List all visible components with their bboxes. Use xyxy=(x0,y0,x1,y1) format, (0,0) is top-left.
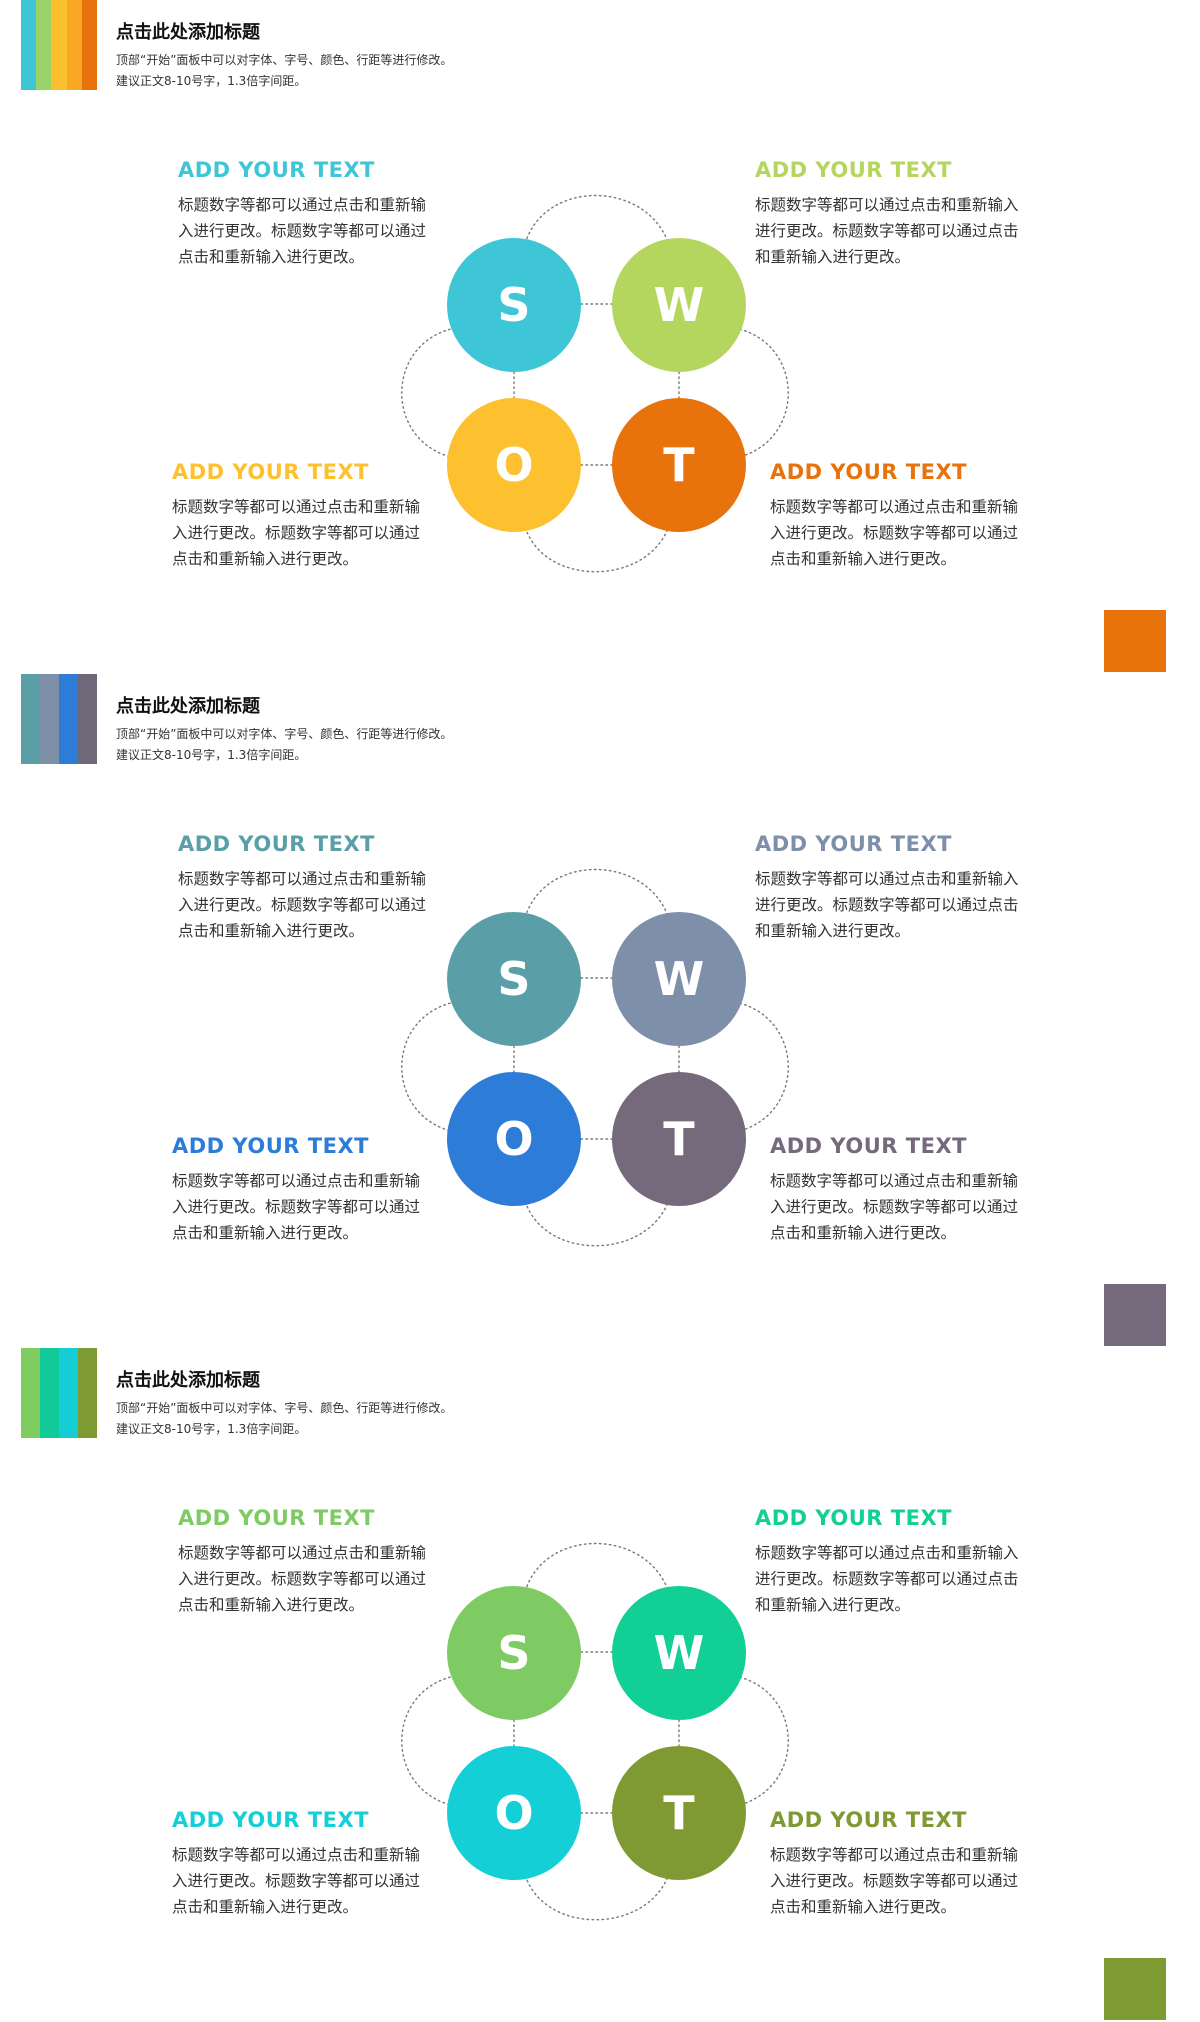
petal-left xyxy=(401,1001,456,1133)
body-t[interactable]: 标题数字等都可以通过点击和重新输入进行更改。标题数字等都可以通过点击和重新输入进… xyxy=(770,1846,1019,1916)
dotted-petals xyxy=(401,1542,789,1921)
petal-bottom xyxy=(523,522,671,573)
corner-square xyxy=(1104,1284,1166,1346)
petal-top xyxy=(523,1542,671,1597)
petal-top xyxy=(523,194,671,249)
text-block-o: ADD YOUR TEXT 标题数字等都可以通过点击和重新输入进行更改。标题数字… xyxy=(172,1134,452,1246)
color-bar-2 xyxy=(36,0,52,90)
body-o[interactable]: 标题数字等都可以通过点击和重新输入进行更改。标题数字等都可以通过点击和重新输入进… xyxy=(172,1846,421,1916)
corner-square xyxy=(1104,1958,1166,2020)
heading-w[interactable]: ADD YOUR TEXT xyxy=(755,1506,952,1530)
heading-o[interactable]: ADD YOUR TEXT xyxy=(172,1808,369,1832)
circle-s[interactable]: S xyxy=(447,912,581,1046)
swot-diagram: S W O T xyxy=(390,178,800,588)
body-w[interactable]: 标题数字等都可以通过点击和重新输入进行更改。标题数字等都可以通过点击和重新输入进… xyxy=(755,870,1019,940)
text-block-o: ADD YOUR TEXT 标题数字等都可以通过点击和重新输入进行更改。标题数字… xyxy=(172,1808,452,1920)
slide-subtitle[interactable]: 顶部“开始”面板中可以对字体、字号、颜色、行距等进行修改。建议正文8-10号字，… xyxy=(116,727,453,762)
circle-w[interactable]: W xyxy=(612,912,746,1046)
text-block-s: ADD YOUR TEXT 标题数字等都可以通过点击和重新输入进行更改。标题数字… xyxy=(178,1506,458,1618)
body-s[interactable]: 标题数字等都可以通过点击和重新输入进行更改。标题数字等都可以通过点击和重新输入进… xyxy=(178,870,427,940)
color-bar-1 xyxy=(21,674,40,764)
circle-t[interactable]: T xyxy=(612,398,746,532)
color-bar-2 xyxy=(40,674,59,764)
heading-s[interactable]: ADD YOUR TEXT xyxy=(178,158,375,182)
circle-o[interactable]: O xyxy=(447,1746,581,1880)
circle-o[interactable]: O xyxy=(447,398,581,532)
color-bar-4 xyxy=(66,0,82,90)
circle-s[interactable]: S xyxy=(447,1586,581,1720)
petal-right xyxy=(734,1675,789,1807)
circle-t[interactable]: T xyxy=(612,1746,746,1880)
petal-bottom xyxy=(523,1870,671,1921)
text-block-t: ADD YOUR TEXT 标题数字等都可以通过点击和重新输入进行更改。标题数字… xyxy=(770,460,1050,572)
petal-bottom xyxy=(523,1196,671,1247)
slide-subtitle[interactable]: 顶部“开始”面板中可以对字体、字号、颜色、行距等进行修改。建议正文8-10号字，… xyxy=(116,53,453,88)
color-bar-5 xyxy=(81,0,98,90)
slide-title[interactable]: 点击此处添加标题 xyxy=(116,22,260,43)
text-block-s: ADD YOUR TEXT 标题数字等都可以通过点击和重新输入进行更改。标题数字… xyxy=(178,832,458,944)
slide-subtitle[interactable]: 顶部“开始”面板中可以对字体、字号、颜色、行距等进行修改。建议正文8-10号字，… xyxy=(116,1401,453,1436)
slide-1: 点击此处添加标题 顶部“开始”面板中可以对字体、字号、颜色、行距等进行修改。建议… xyxy=(0,0,1200,674)
slide-3: 点击此处添加标题 顶部“开始”面板中可以对字体、字号、颜色、行距等进行修改。建议… xyxy=(0,1348,1200,2022)
body-s[interactable]: 标题数字等都可以通过点击和重新输入进行更改。标题数字等都可以通过点击和重新输入进… xyxy=(178,1544,427,1614)
dotted-petals xyxy=(401,868,789,1247)
text-block-w: ADD YOUR TEXT 标题数字等都可以通过点击和重新输入进行更改。标题数字… xyxy=(755,1506,1035,1618)
petal-left xyxy=(401,1675,456,1807)
heading-s[interactable]: ADD YOUR TEXT xyxy=(178,1506,375,1530)
body-t[interactable]: 标题数字等都可以通过点击和重新输入进行更改。标题数字等都可以通过点击和重新输入进… xyxy=(770,1172,1019,1242)
heading-o[interactable]: ADD YOUR TEXT xyxy=(172,1134,369,1158)
petal-left xyxy=(401,327,456,459)
circle-w[interactable]: W xyxy=(612,1586,746,1720)
heading-s[interactable]: ADD YOUR TEXT xyxy=(178,832,375,856)
color-bar-3 xyxy=(59,1348,78,1438)
body-w[interactable]: 标题数字等都可以通过点击和重新输入进行更改。标题数字等都可以通过点击和重新输入进… xyxy=(755,196,1019,266)
petal-right xyxy=(734,327,789,459)
body-o[interactable]: 标题数字等都可以通过点击和重新输入进行更改。标题数字等都可以通过点击和重新输入进… xyxy=(172,498,421,568)
body-s[interactable]: 标题数字等都可以通过点击和重新输入进行更改。标题数字等都可以通过点击和重新输入进… xyxy=(178,196,427,266)
body-w[interactable]: 标题数字等都可以通过点击和重新输入进行更改。标题数字等都可以通过点击和重新输入进… xyxy=(755,1544,1019,1614)
text-block-w: ADD YOUR TEXT 标题数字等都可以通过点击和重新输入进行更改。标题数字… xyxy=(755,832,1035,944)
color-bar-4 xyxy=(78,674,97,764)
color-bars xyxy=(21,674,97,764)
color-bars xyxy=(21,0,98,90)
heading-t[interactable]: ADD YOUR TEXT xyxy=(770,1808,967,1832)
text-block-w: ADD YOUR TEXT 标题数字等都可以通过点击和重新输入进行更改。标题数字… xyxy=(755,158,1035,270)
petal-top xyxy=(523,868,671,923)
heading-w[interactable]: ADD YOUR TEXT xyxy=(755,832,952,856)
swot-diagram: S W O T xyxy=(390,1526,800,1936)
swot-diagram: S W O T xyxy=(390,852,800,1262)
text-block-t: ADD YOUR TEXT 标题数字等都可以通过点击和重新输入进行更改。标题数字… xyxy=(770,1134,1050,1246)
circle-o[interactable]: O xyxy=(447,1072,581,1206)
body-t[interactable]: 标题数字等都可以通过点击和重新输入进行更改。标题数字等都可以通过点击和重新输入进… xyxy=(770,498,1019,568)
circle-w[interactable]: W xyxy=(612,238,746,372)
slide-title[interactable]: 点击此处添加标题 xyxy=(116,1370,260,1391)
slide-2: 点击此处添加标题 顶部“开始”面板中可以对字体、字号、颜色、行距等进行修改。建议… xyxy=(0,674,1200,1348)
color-bar-4 xyxy=(78,1348,97,1438)
body-o[interactable]: 标题数字等都可以通过点击和重新输入进行更改。标题数字等都可以通过点击和重新输入进… xyxy=(172,1172,421,1242)
color-bar-1 xyxy=(21,1348,40,1438)
corner-square xyxy=(1104,610,1166,672)
color-bar-2 xyxy=(40,1348,59,1438)
text-block-s: ADD YOUR TEXT 标题数字等都可以通过点击和重新输入进行更改。标题数字… xyxy=(178,158,458,270)
text-block-t: ADD YOUR TEXT 标题数字等都可以通过点击和重新输入进行更改。标题数字… xyxy=(770,1808,1050,1920)
dotted-petals xyxy=(401,194,789,573)
color-bar-3 xyxy=(51,0,67,90)
text-block-o: ADD YOUR TEXT 标题数字等都可以通过点击和重新输入进行更改。标题数字… xyxy=(172,460,452,572)
color-bars xyxy=(21,1348,97,1438)
heading-t[interactable]: ADD YOUR TEXT xyxy=(770,1134,967,1158)
heading-o[interactable]: ADD YOUR TEXT xyxy=(172,460,369,484)
petal-right xyxy=(734,1001,789,1133)
circle-t[interactable]: T xyxy=(612,1072,746,1206)
slide-title[interactable]: 点击此处添加标题 xyxy=(116,696,260,717)
circle-s[interactable]: S xyxy=(447,238,581,372)
color-bar-3 xyxy=(59,674,78,764)
color-bar-1 xyxy=(21,0,37,90)
heading-w[interactable]: ADD YOUR TEXT xyxy=(755,158,952,182)
heading-t[interactable]: ADD YOUR TEXT xyxy=(770,460,967,484)
